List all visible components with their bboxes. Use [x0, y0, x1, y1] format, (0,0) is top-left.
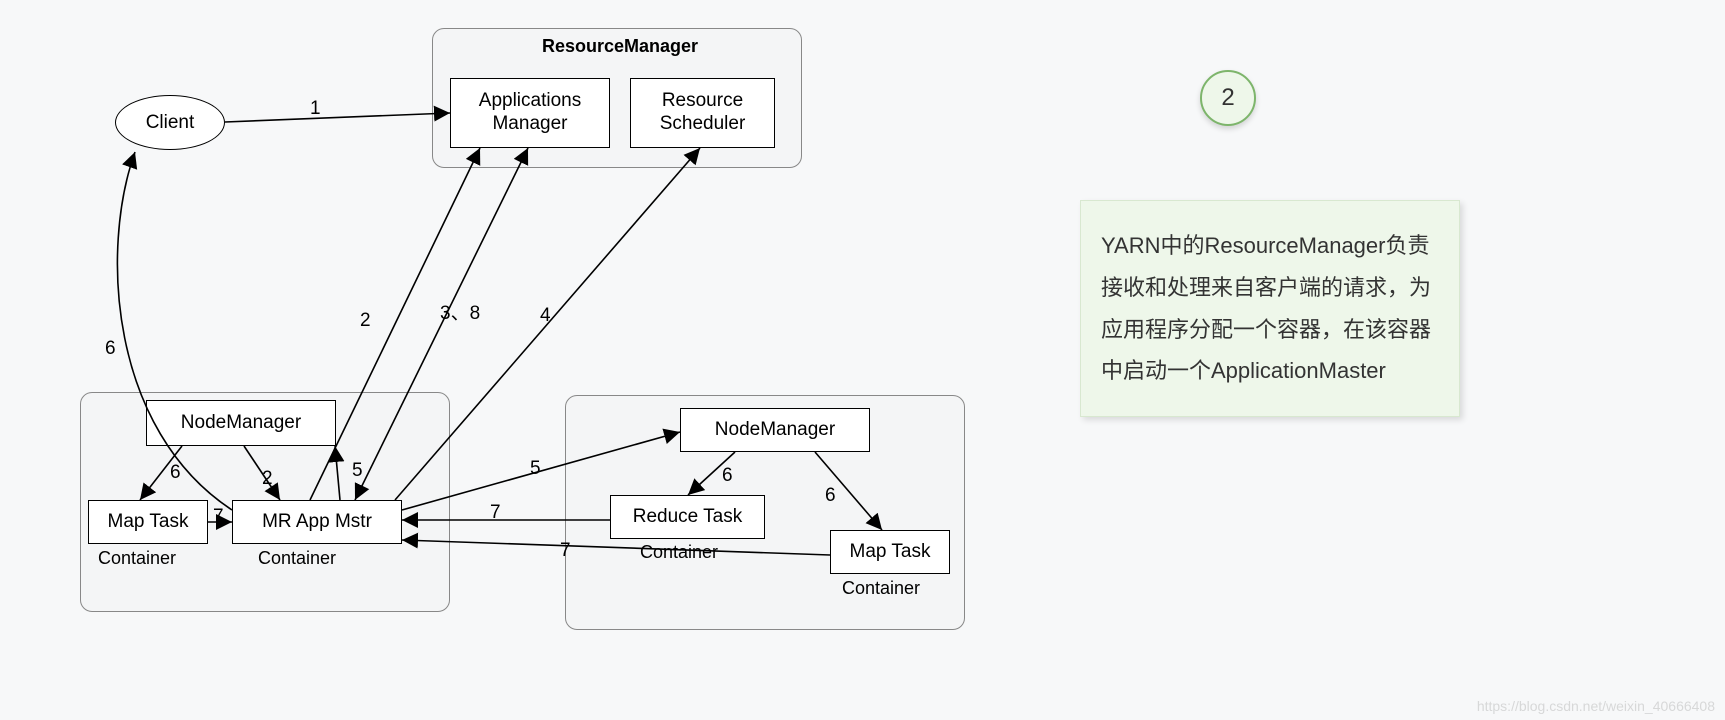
edge-label-e1: 1: [310, 98, 321, 120]
edge-label-e38: 3、8: [440, 298, 480, 325]
edge-label-e2b: 2: [262, 468, 273, 490]
edge-label-e2: 2: [360, 310, 371, 332]
step-number: 2: [1221, 84, 1234, 112]
edge-e5a: [335, 446, 340, 500]
edge-e7c: [402, 540, 830, 555]
edge-label-e7c: 7: [560, 540, 571, 562]
step-badge: 2: [1200, 70, 1256, 126]
edge-label-e7a: 7: [213, 506, 224, 528]
description-box: YARN中的ResourceManager负责接收和处理来自客户端的请求，为应用…: [1080, 200, 1460, 417]
description-text: YARN中的ResourceManager负责接收和处理来自客户端的请求，为应用…: [1101, 233, 1431, 383]
edge-label-e5a: 5: [352, 460, 363, 482]
edge-e6d: [117, 152, 232, 510]
edge-label-e4: 4: [540, 305, 551, 327]
edge-e1: [225, 113, 450, 122]
edge-label-e6a: 6: [170, 462, 181, 484]
watermark: https://blog.csdn.net/weixin_40666408: [1477, 698, 1715, 714]
edge-label-e5b: 5: [530, 458, 541, 480]
edge-label-e6c: 6: [825, 485, 836, 507]
yarn-architecture-diagram: ResourceManager Client Applications Mana…: [0, 0, 1000, 720]
edge-label-e6b: 6: [722, 465, 733, 487]
edges-svg: [0, 0, 1000, 720]
edge-label-e6d: 6: [105, 338, 116, 360]
edge-label-e7b: 7: [490, 502, 501, 524]
